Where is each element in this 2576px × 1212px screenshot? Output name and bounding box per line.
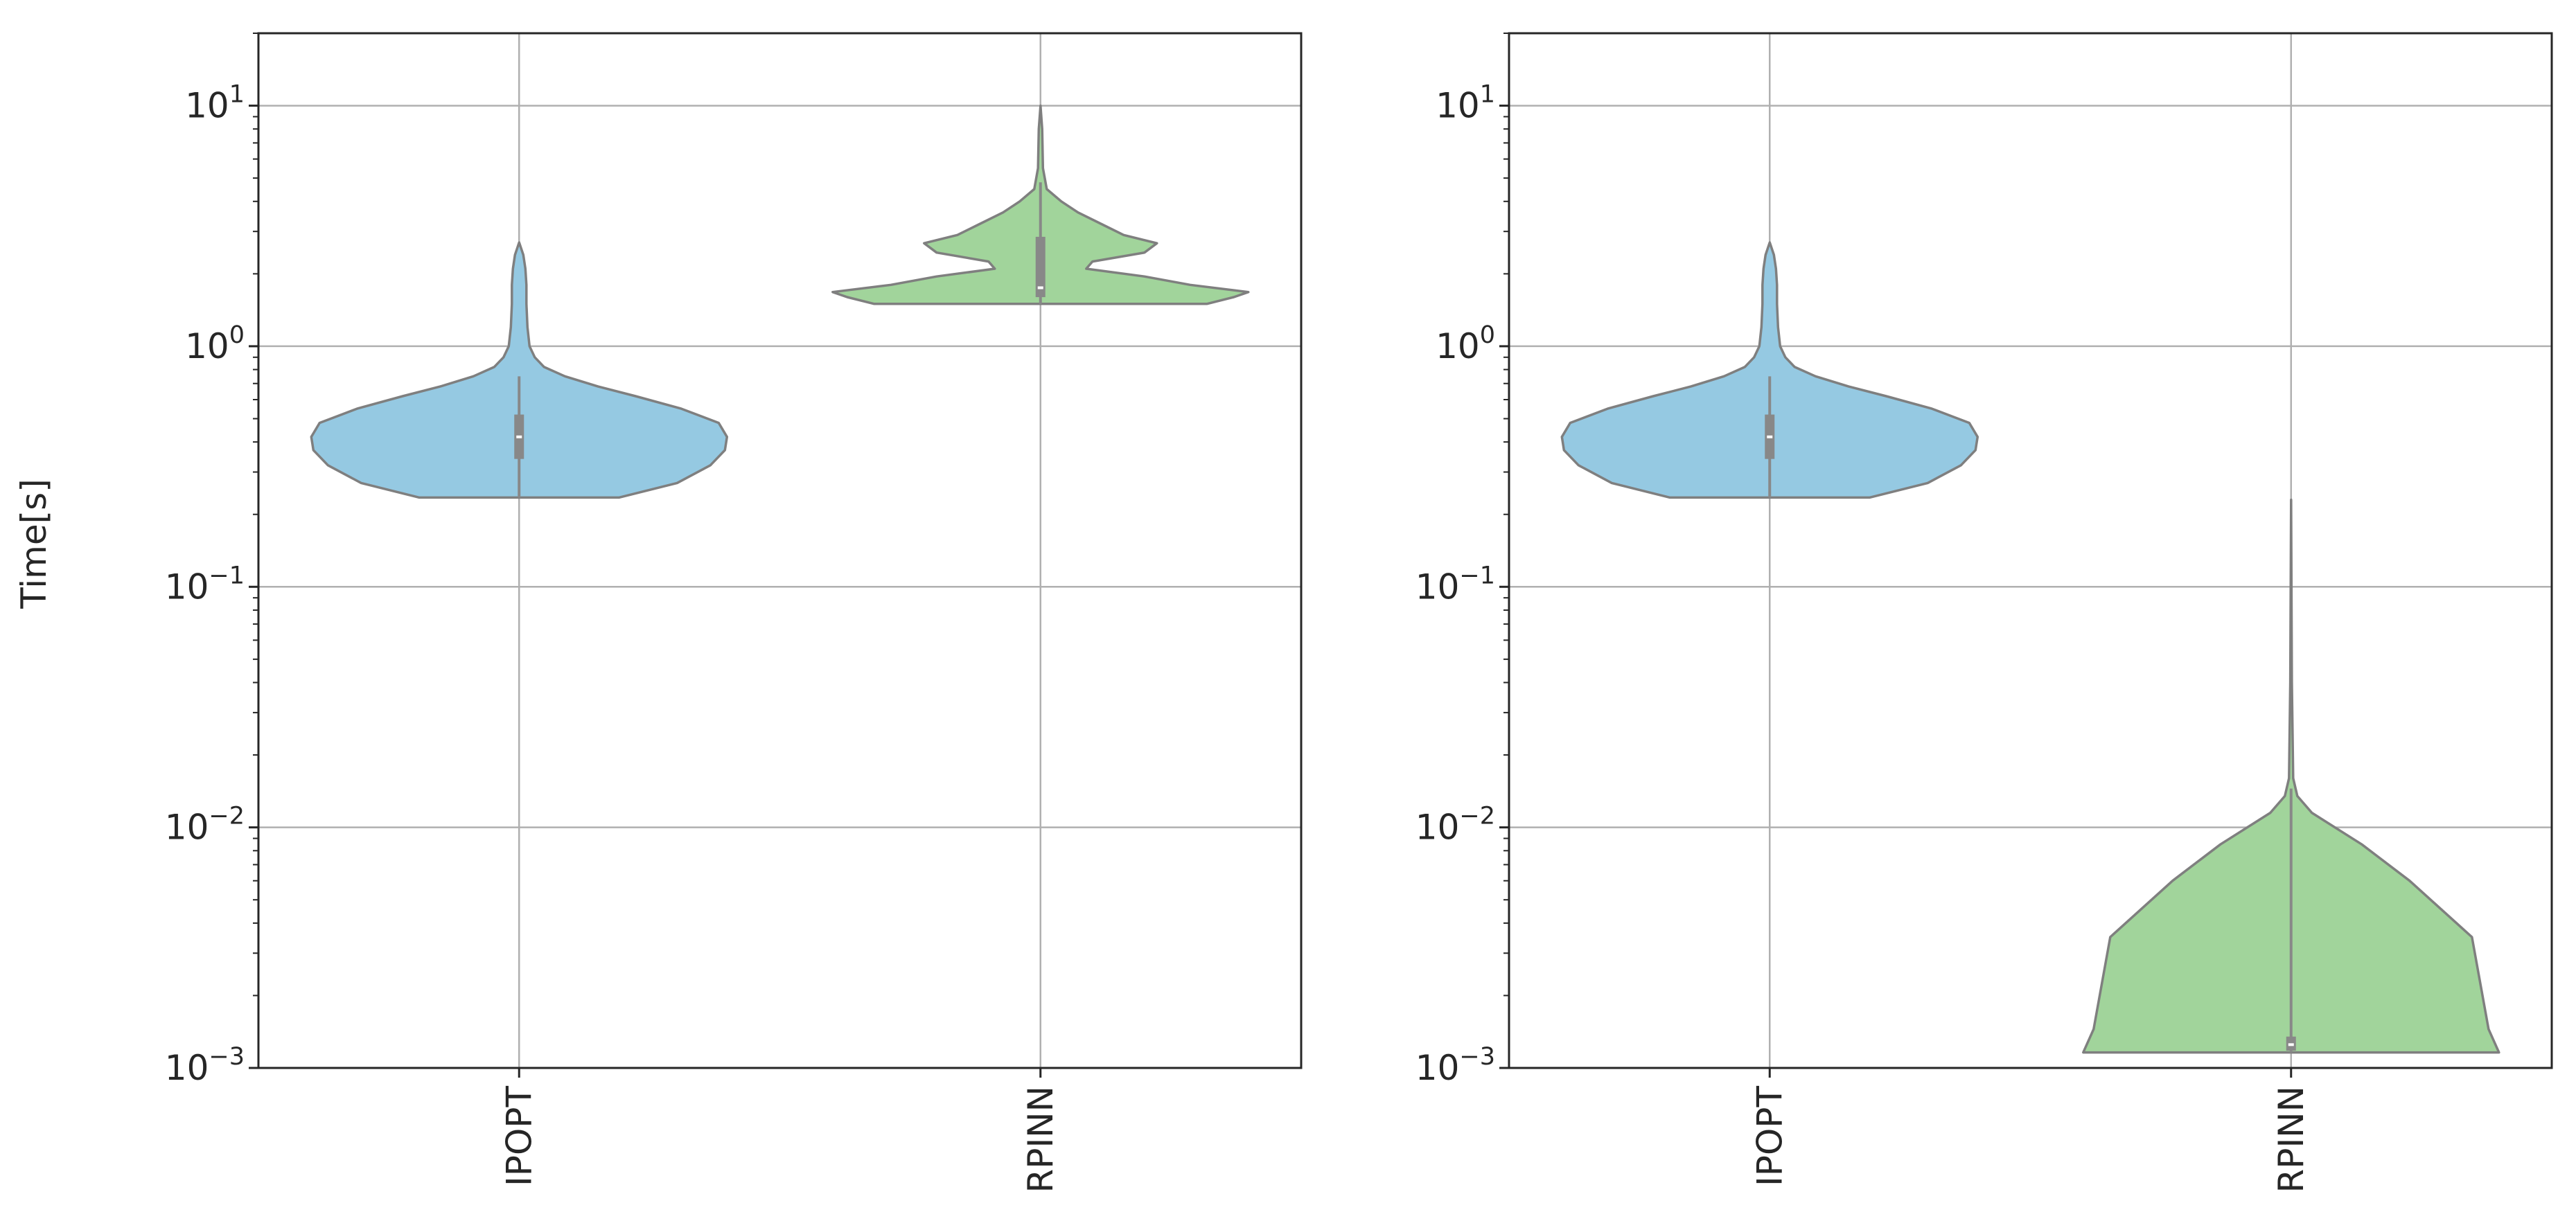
y-tick-label-base: 10 xyxy=(1415,1048,1460,1088)
y-tick-label: 101 xyxy=(185,81,245,126)
y-tick-label-base: 10 xyxy=(1415,567,1460,607)
y-tick-label-exponent: −1 xyxy=(1459,562,1495,589)
violin-ipopt xyxy=(1560,241,1979,499)
y-tick-label-base: 10 xyxy=(185,326,229,366)
y-tick-label-exponent: 1 xyxy=(1480,81,1495,109)
y-tick-label-exponent: −1 xyxy=(209,562,245,589)
y-tick-label-exponent: 0 xyxy=(229,321,245,349)
y-tick-label: 10−2 xyxy=(165,803,245,848)
x-tick-label-ipopt: IPOPT xyxy=(499,1086,539,1186)
y-tick-label: 10−3 xyxy=(1415,1043,1495,1088)
y-tick-label: 10−1 xyxy=(165,562,245,607)
violin-rpinn xyxy=(2082,498,2500,1054)
plot-frame xyxy=(257,32,1303,1069)
y-tick-label-base: 10 xyxy=(185,86,229,126)
y-tick-label-exponent: 0 xyxy=(1480,321,1495,349)
y-tick-label: 10−1 xyxy=(1415,562,1495,607)
plot-frame xyxy=(1508,32,2553,1069)
iqr-box-rpinn xyxy=(1035,236,1046,298)
y-tick-label: 10−3 xyxy=(165,1043,245,1088)
y-tick-label-base: 10 xyxy=(1436,326,1480,366)
y-tick-label: 100 xyxy=(185,321,245,366)
y-tick-label-exponent: 1 xyxy=(229,81,245,109)
y-tick-label: 100 xyxy=(1436,321,1495,366)
x-tick-label-rpinn: RPINN xyxy=(1021,1086,1061,1193)
y-tick-label-base: 10 xyxy=(1415,808,1460,848)
y-tick-label-exponent: −3 xyxy=(1459,1043,1495,1071)
y-tick-label-base: 10 xyxy=(165,808,209,848)
y-tick-label: 101 xyxy=(1436,81,1495,126)
y-tick-label-base: 10 xyxy=(165,1048,209,1088)
y-tick-label-exponent: −3 xyxy=(209,1043,245,1071)
x-tick-label-rpinn: RPINN xyxy=(2271,1086,2311,1193)
y-tick-label-exponent: −2 xyxy=(1459,803,1495,830)
y-axis-label-group: Time[s] xyxy=(14,479,54,609)
y-tick-label-base: 10 xyxy=(1436,86,1480,126)
y-axis-label: Time[s] xyxy=(14,479,54,609)
x-tick-label-ipopt: IPOPT xyxy=(1749,1086,1790,1186)
violin-ipopt xyxy=(310,241,729,499)
y-tick-label-base: 10 xyxy=(165,567,209,607)
y-tick-label: 10−2 xyxy=(1415,803,1495,848)
y-tick-label-exponent: −2 xyxy=(209,803,245,830)
